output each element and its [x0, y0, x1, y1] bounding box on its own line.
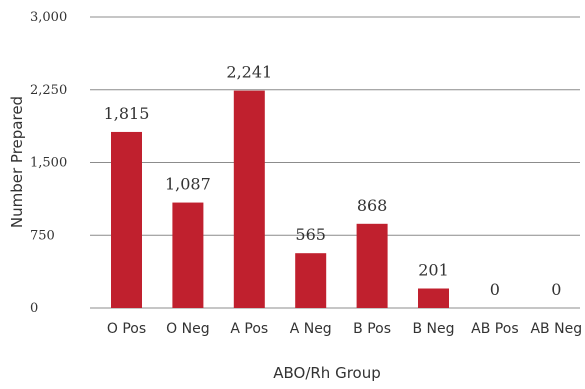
category-labels: O Pos O Neg A Pos A Neg B Pos B Neg AB Pos AB N…: [107, 321, 582, 337]
y-tick-labels: 0 750 1,500 2,250 3,000: [30, 10, 67, 316]
bar-3: [295, 253, 327, 308]
y-tick-label: 3,000: [30, 10, 67, 25]
data-label: 565: [295, 225, 326, 244]
category-label: AB Neg: [530, 321, 582, 337]
category-label: B Neg: [412, 321, 454, 337]
category-label: A Pos: [230, 321, 268, 337]
data-label: 1,815: [104, 104, 150, 123]
category-label: AB Pos: [471, 321, 518, 337]
bar-1: [172, 202, 204, 308]
category-label: B Pos: [353, 321, 391, 337]
bar-4: [356, 223, 388, 308]
y-tick-label: 750: [30, 228, 55, 243]
y-tick-label: 0: [30, 301, 38, 316]
category-label: O Neg: [166, 321, 209, 337]
y-axis-title: Number Prepared: [8, 96, 26, 228]
y-tick-label: 2,250: [30, 83, 67, 98]
category-label: A Neg: [290, 321, 332, 337]
bar-5: [418, 288, 449, 308]
bar-0: [111, 131, 142, 308]
data-label: 868: [357, 196, 388, 215]
x-axis-title: ABO/Rh Group: [273, 364, 381, 382]
gridlines: [90, 16, 580, 309]
category-label: O Pos: [107, 321, 146, 337]
bar-2: [233, 90, 265, 308]
y-tick-label: 1,500: [30, 156, 67, 171]
data-label: 0: [490, 280, 500, 299]
data-label: 2,241: [226, 63, 272, 82]
data-label: 0: [551, 280, 561, 299]
data-label: 201: [418, 261, 449, 280]
data-label: 1,087: [165, 175, 211, 194]
data-labels: 1,815 1,087 2,241 565 868 201 0 0: [104, 63, 562, 299]
bars: [111, 90, 449, 308]
